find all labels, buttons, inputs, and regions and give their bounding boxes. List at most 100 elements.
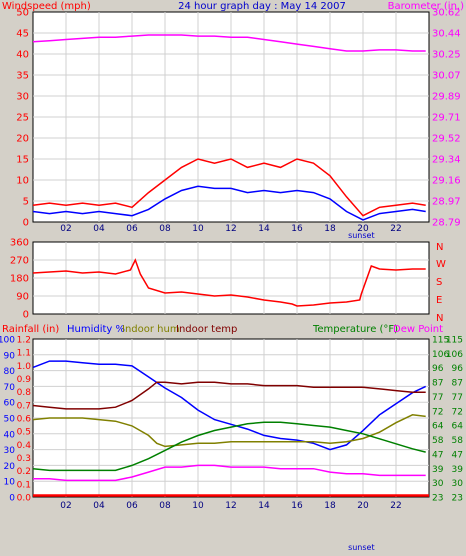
temp-tick-right-77: 77 xyxy=(452,393,463,403)
temp-tick-right-96: 96 xyxy=(452,364,464,374)
rain-tick-0-3: 0.3 xyxy=(17,454,31,464)
temp-tick-left-64: 64 xyxy=(432,422,444,432)
temp-tick-left-115: 115 xyxy=(432,336,449,346)
hour-tick-top-06: 06 xyxy=(126,224,138,234)
series-indoor-temp xyxy=(32,381,426,410)
hour-tick-bottom-02: 02 xyxy=(60,501,71,511)
panel-temp-series xyxy=(32,360,429,497)
temp-tick-right-58: 58 xyxy=(452,436,464,446)
temp-tick-left-96: 96 xyxy=(432,364,444,374)
barometer-tick-29-71: 29.71 xyxy=(432,113,461,124)
windspeed-tick-50: 50 xyxy=(16,8,29,19)
humidity-tick-80: 80 xyxy=(4,367,16,377)
barometer-tick-30-07: 30.07 xyxy=(432,71,461,82)
humidity-tick-20: 20 xyxy=(4,462,16,472)
legend-indoor-temp: Indoor temp xyxy=(176,324,237,335)
hour-tick-top-14: 14 xyxy=(258,224,270,234)
series-wind-gust xyxy=(32,158,426,217)
windspeed-tick-40: 40 xyxy=(16,50,29,61)
humidity-tick-90: 90 xyxy=(4,351,16,361)
hour-tick-top-12: 12 xyxy=(225,224,236,234)
humidity-axis: 0 10 20 30 40 50 60 70 80 90 100 xyxy=(0,336,15,504)
hour-tick-top-18: 18 xyxy=(324,224,336,234)
hour-tick-bottom-20: 20 xyxy=(357,501,369,511)
direction-tick-90: 90 xyxy=(16,292,29,303)
barometer-tick-30-62: 30.62 xyxy=(432,8,461,19)
panel-direction-series xyxy=(32,258,426,307)
hour-tick-bottom-16: 16 xyxy=(291,501,303,511)
direction-tick-0: 0 xyxy=(23,310,29,321)
hour-tick-bottom-04: 04 xyxy=(93,501,105,511)
panel-wind-series xyxy=(32,34,426,221)
time-axis-top: 02 04 06 08 10 12 14 16 18 20 22 xyxy=(60,224,401,234)
panel-wind-grid xyxy=(33,12,429,222)
temp-tick-right-72: 72 xyxy=(452,407,463,417)
hour-tick-top-04: 04 xyxy=(93,224,105,234)
temp-tick-right-47: 47 xyxy=(452,450,463,460)
compass-tick-1-w: W xyxy=(436,259,446,270)
legend-rainfall: Rainfall (in) xyxy=(2,324,59,335)
windspeed-tick-5: 5 xyxy=(23,197,29,208)
series-wind-avg xyxy=(32,185,426,221)
temp-tick-left-87: 87 xyxy=(432,379,443,389)
compass-tick-3-e: E xyxy=(436,295,442,306)
windspeed-tick-0: 0 xyxy=(23,218,29,229)
temp-tick-left-58: 58 xyxy=(432,436,444,446)
rainfall-axis: 0.0 0.1 0.2 0.3 0.4 0.5 0.6 0.7 0.8 0.9 1.0 1.1 1.2 xyxy=(17,336,32,504)
direction-tick-360: 360 xyxy=(10,238,29,249)
humidity-tick-50: 50 xyxy=(4,415,16,425)
hour-tick-top-16: 16 xyxy=(291,224,303,234)
rain-tick-1-2: 1.2 xyxy=(17,336,31,346)
hour-tick-bottom-14: 14 xyxy=(258,501,270,511)
panel-direction-grid xyxy=(33,242,429,314)
temp-tick-left-23: 23 xyxy=(432,494,443,504)
hour-tick-top-08: 08 xyxy=(159,224,171,234)
temperature-axis: 23 23 30 30 39 39 47 47 58 58 64 64 72 72 77 77 87 87 96 96… xyxy=(432,336,463,504)
windspeed-tick-25: 25 xyxy=(16,113,29,124)
barometer-tick-30-25: 30.25 xyxy=(432,50,461,61)
rain-tick-0-1: 0.1 xyxy=(17,480,31,490)
temp-tick-left-47: 47 xyxy=(432,450,443,460)
sunset-label-bottom: sunset xyxy=(348,543,375,552)
hour-tick-bottom-12: 12 xyxy=(225,501,236,511)
barometer-tick-28-97: 28.97 xyxy=(432,197,461,208)
sunset-label-top: sunset xyxy=(348,231,375,240)
humidity-tick-10: 10 xyxy=(4,478,16,488)
temp-tick-left-39: 39 xyxy=(432,465,444,475)
compass-tick-2-s: S xyxy=(436,277,442,288)
hour-tick-bottom-08: 08 xyxy=(159,501,171,511)
windspeed-tick-45: 45 xyxy=(16,29,29,40)
chart-title: 24 hour graph day : May 14 2007 xyxy=(178,1,346,12)
direction-tick-270: 270 xyxy=(10,256,29,267)
compass-tick-4-n: N xyxy=(436,313,443,324)
humidity-tick-60: 60 xyxy=(4,399,16,409)
windspeed-axis-label: Windspeed (mph) xyxy=(2,1,91,12)
rain-tick-0-4: 0.4 xyxy=(17,441,32,451)
legend-dew-point: Dew Point xyxy=(393,324,443,335)
rain-tick-1-1: 1.1 xyxy=(17,349,31,359)
barometer-axis-label: Barometer (in.) xyxy=(388,1,464,12)
compass-tick-0-n: N xyxy=(436,242,443,253)
barometer-tick-29-52: 29.52 xyxy=(432,134,461,145)
windspeed-tick-10: 10 xyxy=(16,176,29,187)
series-dew-point xyxy=(33,464,426,482)
hour-tick-top-20: 20 xyxy=(357,224,369,234)
windspeed-tick-30: 30 xyxy=(16,92,29,103)
series-wind-direction xyxy=(32,258,426,307)
temp-tick-left-106: 106 xyxy=(432,350,449,360)
hour-tick-top-10: 10 xyxy=(192,224,204,234)
hour-tick-bottom-18: 18 xyxy=(324,501,336,511)
windspeed-axis: 0 5 10 15 20 25 30 35 40 45 50 xyxy=(16,8,29,229)
humidity-tick-70: 70 xyxy=(4,383,16,393)
windspeed-tick-20: 20 xyxy=(16,134,29,145)
legend-humidity: Humidity % xyxy=(67,324,125,335)
hour-tick-bottom-22: 22 xyxy=(390,501,401,511)
direction-tick-180: 180 xyxy=(10,274,29,285)
temp-tick-right-39: 39 xyxy=(452,465,464,475)
temp-tick-left-30: 30 xyxy=(432,479,444,489)
temp-tick-right-64: 64 xyxy=(452,422,464,432)
humidity-tick-100: 100 xyxy=(0,336,15,346)
hour-tick-top-22: 22 xyxy=(390,224,401,234)
temp-tick-left-77: 77 xyxy=(432,393,443,403)
